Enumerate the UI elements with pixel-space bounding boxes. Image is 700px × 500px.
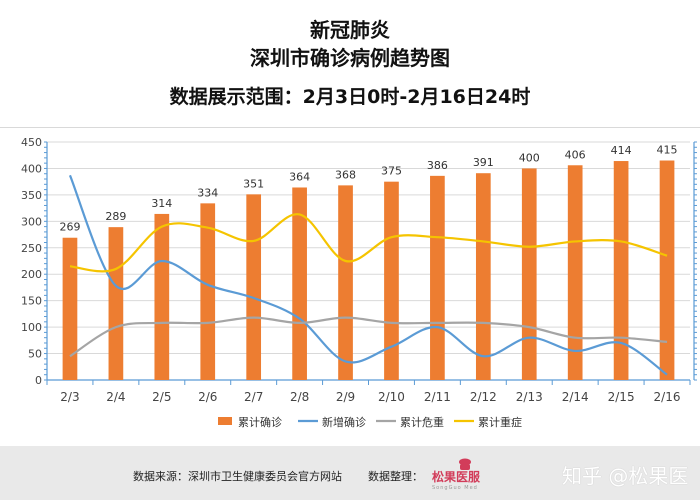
bar-value-label: 406	[565, 148, 586, 161]
x-tick-label-2-14: 2/14	[562, 390, 589, 404]
bar-cumulative-confirmed	[521, 168, 537, 380]
y-tick-label-150: 150	[21, 295, 42, 308]
x-tick-label-2-12: 2/12	[470, 390, 497, 404]
bar-cumulative-confirmed	[108, 227, 124, 380]
legend-cumulative-confirmed-label: 累计确诊	[238, 415, 282, 429]
legend-cumulative-confirmed-swatch	[218, 417, 232, 425]
bar-value-label: 314	[151, 197, 172, 210]
logo-text: 松果医服	[432, 470, 481, 484]
zhihu-watermark: 知乎 @松果医	[562, 464, 689, 488]
trend-chart: 0 50 100 150 200 250 300 350 400 450 2/3 2/4 2/5 2/6 2…	[21, 136, 697, 429]
line-cumulative-critical	[69, 316, 668, 358]
data-organizer-label: 数据整理：	[368, 470, 423, 483]
y-tick-label-0: 0	[35, 374, 42, 387]
y-tick-label-350: 350	[21, 189, 42, 202]
legend-cumulative-critical-label: 累计危重	[400, 415, 444, 429]
bar-value-label: 289	[105, 210, 126, 223]
x-tick-label-2-10: 2/10	[378, 390, 405, 404]
data-source-text: 数据来源：深圳市卫生健康委员会官方网站	[133, 470, 342, 483]
y-tick-label-400: 400	[21, 162, 42, 175]
x-tick-label-2-15: 2/15	[608, 390, 635, 404]
bar-value-label: 415	[657, 144, 678, 157]
line-cumulative-severe	[69, 213, 668, 273]
bar-value-label: 391	[473, 156, 494, 169]
footer-bar: 数据来源：深圳市卫生健康委员会官方网站 数据整理： 松果医服 SongGuo M…	[0, 446, 700, 500]
bar-cumulative-confirmed	[384, 181, 399, 380]
bar-cumulative-confirmed	[292, 187, 307, 380]
bar-cumulative-confirmed	[430, 175, 445, 380]
x-tick-label-2-7: 2/7	[244, 390, 263, 404]
legend-cumulative-severe-label: 累计重症	[478, 415, 522, 429]
bar-cumulative-confirmed	[62, 237, 78, 380]
chart-title: 新冠肺炎	[310, 18, 390, 42]
data-range-text: 数据展示范围：2月3日0时-2月16日24时	[169, 86, 531, 108]
y-tick-label-250: 250	[21, 242, 42, 255]
bar-value-label: 364	[289, 170, 310, 183]
title-divider	[0, 127, 700, 128]
line-new-confirmed	[68, 174, 668, 376]
y-tick-label-200: 200	[21, 268, 42, 281]
bar-value-label: 334	[197, 186, 218, 199]
x-tick-label-2-11: 2/11	[424, 390, 451, 404]
bar-value-label: 269	[59, 221, 80, 234]
bar-value-label: 386	[427, 159, 448, 172]
y-tick-label-450: 450	[21, 136, 42, 149]
bar-value-label: 375	[381, 165, 402, 178]
y-tick-label-300: 300	[21, 215, 42, 228]
bar-cumulative-confirmed	[567, 165, 583, 380]
bar-value-label: 414	[611, 144, 632, 157]
bar-cumulative-confirmed	[659, 160, 675, 380]
bar-value-label: 368	[335, 168, 356, 181]
chart-title-block: 新冠肺炎 深圳市确诊病例趋势图 数据展示范围：2月3日0时-2月16日24时	[0, 0, 700, 118]
bar-cumulative-confirmed	[613, 161, 629, 380]
x-tick-label-2-5: 2/5	[152, 390, 171, 404]
x-tick-label-2-4: 2/4	[106, 390, 125, 404]
logo-subtext: SongGuo Med	[432, 485, 478, 491]
songguo-logo: 松果医服 SongGuo Med	[432, 458, 502, 496]
bar-cumulative-confirmed	[475, 173, 491, 380]
bar-cumulative-confirmed	[338, 185, 353, 380]
cup-icon	[459, 458, 471, 470]
x-tick-label-2-8: 2/8	[290, 390, 309, 404]
bar-cumulative-confirmed	[200, 203, 216, 380]
bar-cumulative-confirmed	[246, 194, 262, 380]
legend-new-confirmed-label: 新增确诊	[322, 415, 366, 429]
y-tick-label-50: 50	[28, 348, 42, 361]
chart-subtitle: 深圳市确诊病例趋势图	[250, 46, 450, 70]
x-tick-label-2-16: 2/16	[654, 390, 681, 404]
bar-cumulative-confirmed	[154, 213, 170, 380]
bar-value-label: 400	[519, 151, 540, 164]
x-tick-label-2-6: 2/6	[198, 390, 217, 404]
y-tick-label-100: 100	[21, 321, 42, 334]
bar-value-label: 351	[243, 177, 264, 190]
x-tick-label-2-3: 2/3	[60, 390, 79, 404]
x-tick-label-2-9: 2/9	[336, 390, 355, 404]
x-tick-label-2-13: 2/13	[516, 390, 543, 404]
